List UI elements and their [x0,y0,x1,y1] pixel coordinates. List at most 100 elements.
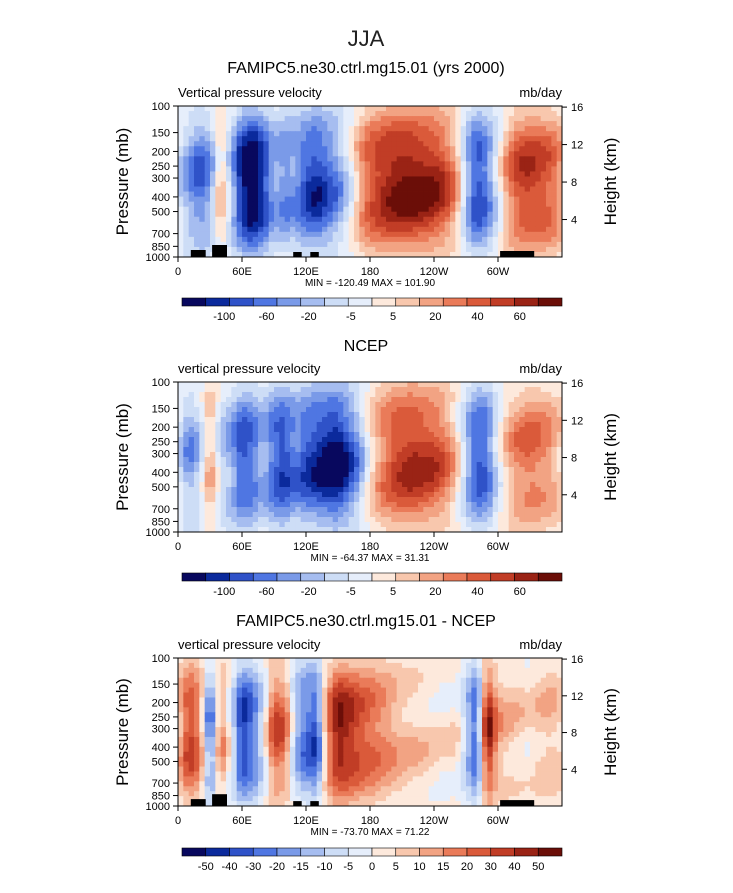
field-cell [269,447,275,452]
field-cell [365,417,371,422]
field-cell [525,452,531,457]
field-cell [402,427,408,432]
field-cell [247,678,253,683]
field-cell [183,452,189,457]
field-cell [455,242,461,247]
field-cell [397,146,403,151]
field-cell [327,202,333,207]
field-cell [365,387,371,392]
field-cell [397,141,403,146]
field-cell [519,237,525,242]
field-cell [551,683,557,688]
field-cell [535,497,541,502]
field-cell [322,146,328,151]
field-cell [311,683,317,688]
field-cell [354,437,360,442]
field-cell [445,187,451,192]
y-tick-label: 300 [152,449,170,461]
field-cell [178,212,184,217]
field-cell [541,688,547,693]
field-cell [263,187,269,192]
field-cell [429,242,435,247]
field-cell [455,136,461,141]
field-cell [295,106,301,111]
field-cell [301,207,307,212]
field-cell [439,212,445,217]
field-cell [423,502,429,507]
field-cell [466,668,472,673]
field-cell [397,432,403,437]
field-cell [525,171,531,176]
field-cell [375,417,381,422]
field-cell [327,432,333,437]
field-cell [370,227,376,232]
field-cell [525,141,531,146]
field-cell [466,517,472,522]
field-cell [402,392,408,397]
field-cell [386,151,392,156]
field-cell [407,242,413,247]
field-cell [413,487,419,492]
field-cell [301,161,307,166]
field-cell [285,242,291,247]
field-cell [274,131,280,136]
field-cell [530,427,536,432]
field-cell [274,472,280,477]
field-cell [343,161,349,166]
field-cell [338,673,344,678]
field-cell [317,247,323,252]
field-cell [253,442,259,447]
field-cell [514,462,520,467]
field-cell [205,432,211,437]
field-cell [354,126,360,131]
field-cell [434,658,440,663]
field-cell [434,156,440,161]
field-cell [493,217,499,222]
field-cell [535,392,541,397]
field-cell [434,462,440,467]
field-cell [247,462,253,467]
field-cell [498,227,504,232]
field-cell [503,392,509,397]
field-cell [215,482,221,487]
field-cell [285,417,291,422]
field-cell [285,222,291,227]
field-cell [306,392,312,397]
field-cell [493,467,499,472]
field-cell [311,472,317,477]
field-cell [237,192,243,197]
field-cell [519,202,525,207]
field-cell [519,437,525,442]
left-subtitle: vertical pressure velocity [178,637,321,652]
field-cell [546,492,552,497]
field-cell [391,683,397,688]
field-cell [370,387,376,392]
field-cell [370,176,376,181]
field-cell [301,678,307,683]
field-cell [285,522,291,527]
field-cell [285,392,291,397]
field-cell [322,492,328,497]
field-cell [434,663,440,668]
field-cell [450,452,456,457]
field-cell [498,683,504,688]
field-cell [365,412,371,417]
field-cell [189,427,195,432]
field-cell [525,116,531,121]
field-cell [349,668,355,673]
field-cell [183,668,189,673]
field-cell [237,447,243,452]
field-cell [215,673,221,678]
field-cell [514,141,520,146]
field-cell [231,668,237,673]
field-cell [551,673,557,678]
field-cell [541,512,547,517]
field-cell [413,442,419,447]
field-cell [450,382,456,387]
field-cell [285,207,291,212]
field-cell [381,121,387,126]
field-cell [418,462,424,467]
field-cell [359,151,365,156]
field-cell [349,467,355,472]
field-cell [381,187,387,192]
